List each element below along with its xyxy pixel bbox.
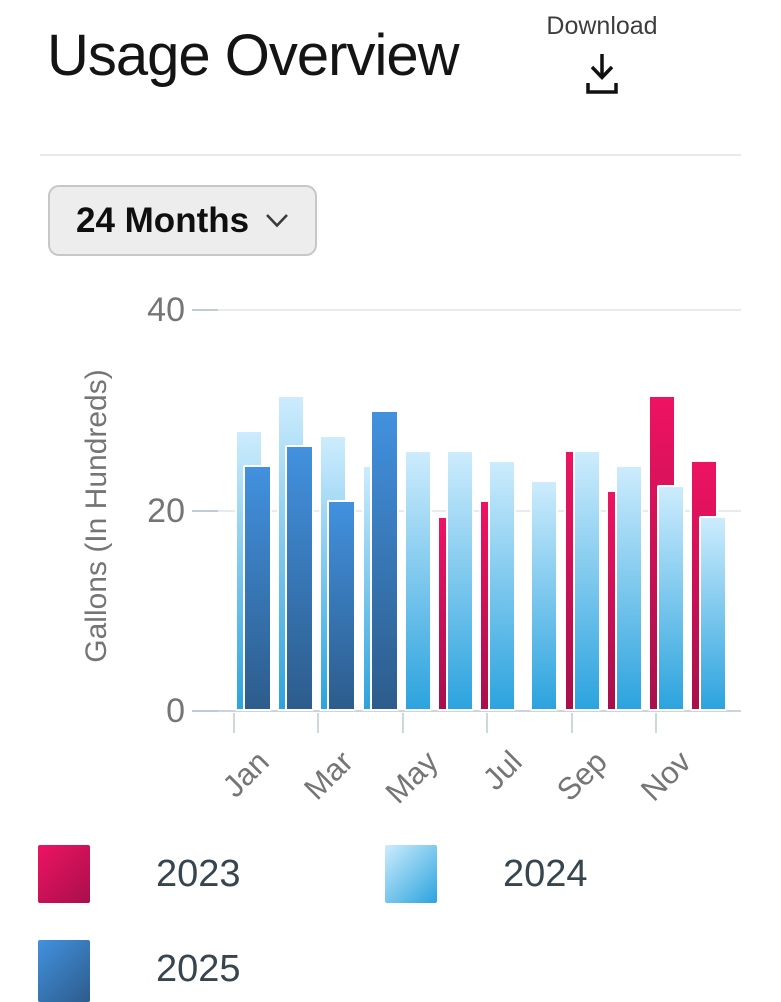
legend-label: 2024 [503, 853, 588, 895]
bar-2024-aug[interactable] [530, 480, 559, 711]
x-tick [233, 713, 235, 733]
page-title: Usage Overview [47, 23, 459, 88]
legend-swatch-2025 [38, 940, 90, 1002]
period-dropdown[interactable]: 24 Months [48, 185, 318, 256]
bar-2025-apr[interactable] [369, 410, 399, 711]
bar-2024-jul[interactable] [488, 460, 517, 711]
legend-swatch-2024 [385, 845, 437, 903]
bar-2025-mar[interactable] [327, 500, 357, 711]
x-tick-label: Nov [634, 744, 698, 808]
bar-2024-dec[interactable] [699, 515, 728, 711]
chevron-down-icon [266, 214, 289, 228]
download-icon [586, 54, 618, 94]
x-tick-label: May [378, 744, 445, 811]
bar-2024-sep[interactable] [572, 450, 601, 711]
x-tick-label: Jan [215, 744, 276, 805]
bar-2024-jun[interactable] [446, 450, 474, 711]
legend-label: 2023 [156, 853, 241, 895]
bar-2025-jan[interactable] [243, 465, 272, 711]
legend-label: 2025 [156, 948, 241, 990]
y-axis-title: Gallons (In Hundreds) [80, 369, 113, 663]
x-tick-label: Jul [476, 744, 529, 797]
period-value: 24 Months [76, 200, 250, 240]
bar-2024-may[interactable] [403, 450, 432, 711]
usage-chart: Gallons (In Hundreds) 40 20 0 Jan Mar May Jul S… [80, 291, 741, 810]
divider [40, 154, 741, 156]
gridline-dash [192, 509, 218, 512]
x-tick [401, 713, 404, 733]
gridline-dash [192, 710, 218, 712]
x-tick [570, 713, 573, 733]
x-tick [486, 713, 489, 733]
bar-2024-oct[interactable] [614, 465, 643, 711]
legend-swatch-2023 [38, 845, 90, 903]
x-axis-baseline [218, 710, 741, 712]
bar-2025-feb[interactable] [285, 445, 315, 711]
x-tick-label: Mar [297, 744, 361, 807]
download-button[interactable]: Download [538, 12, 666, 97]
y-tick-label: 0 [166, 692, 185, 730]
download-label: Download [546, 12, 658, 40]
bar-2024-nov[interactable] [657, 485, 685, 711]
x-tick-label: Sep [549, 744, 614, 808]
x-tick [655, 713, 657, 733]
y-tick-label: 20 [147, 491, 185, 530]
gridline [218, 309, 741, 311]
y-tick-label: 40 [147, 291, 185, 329]
x-tick [317, 713, 320, 733]
gridline-dash [192, 309, 218, 311]
